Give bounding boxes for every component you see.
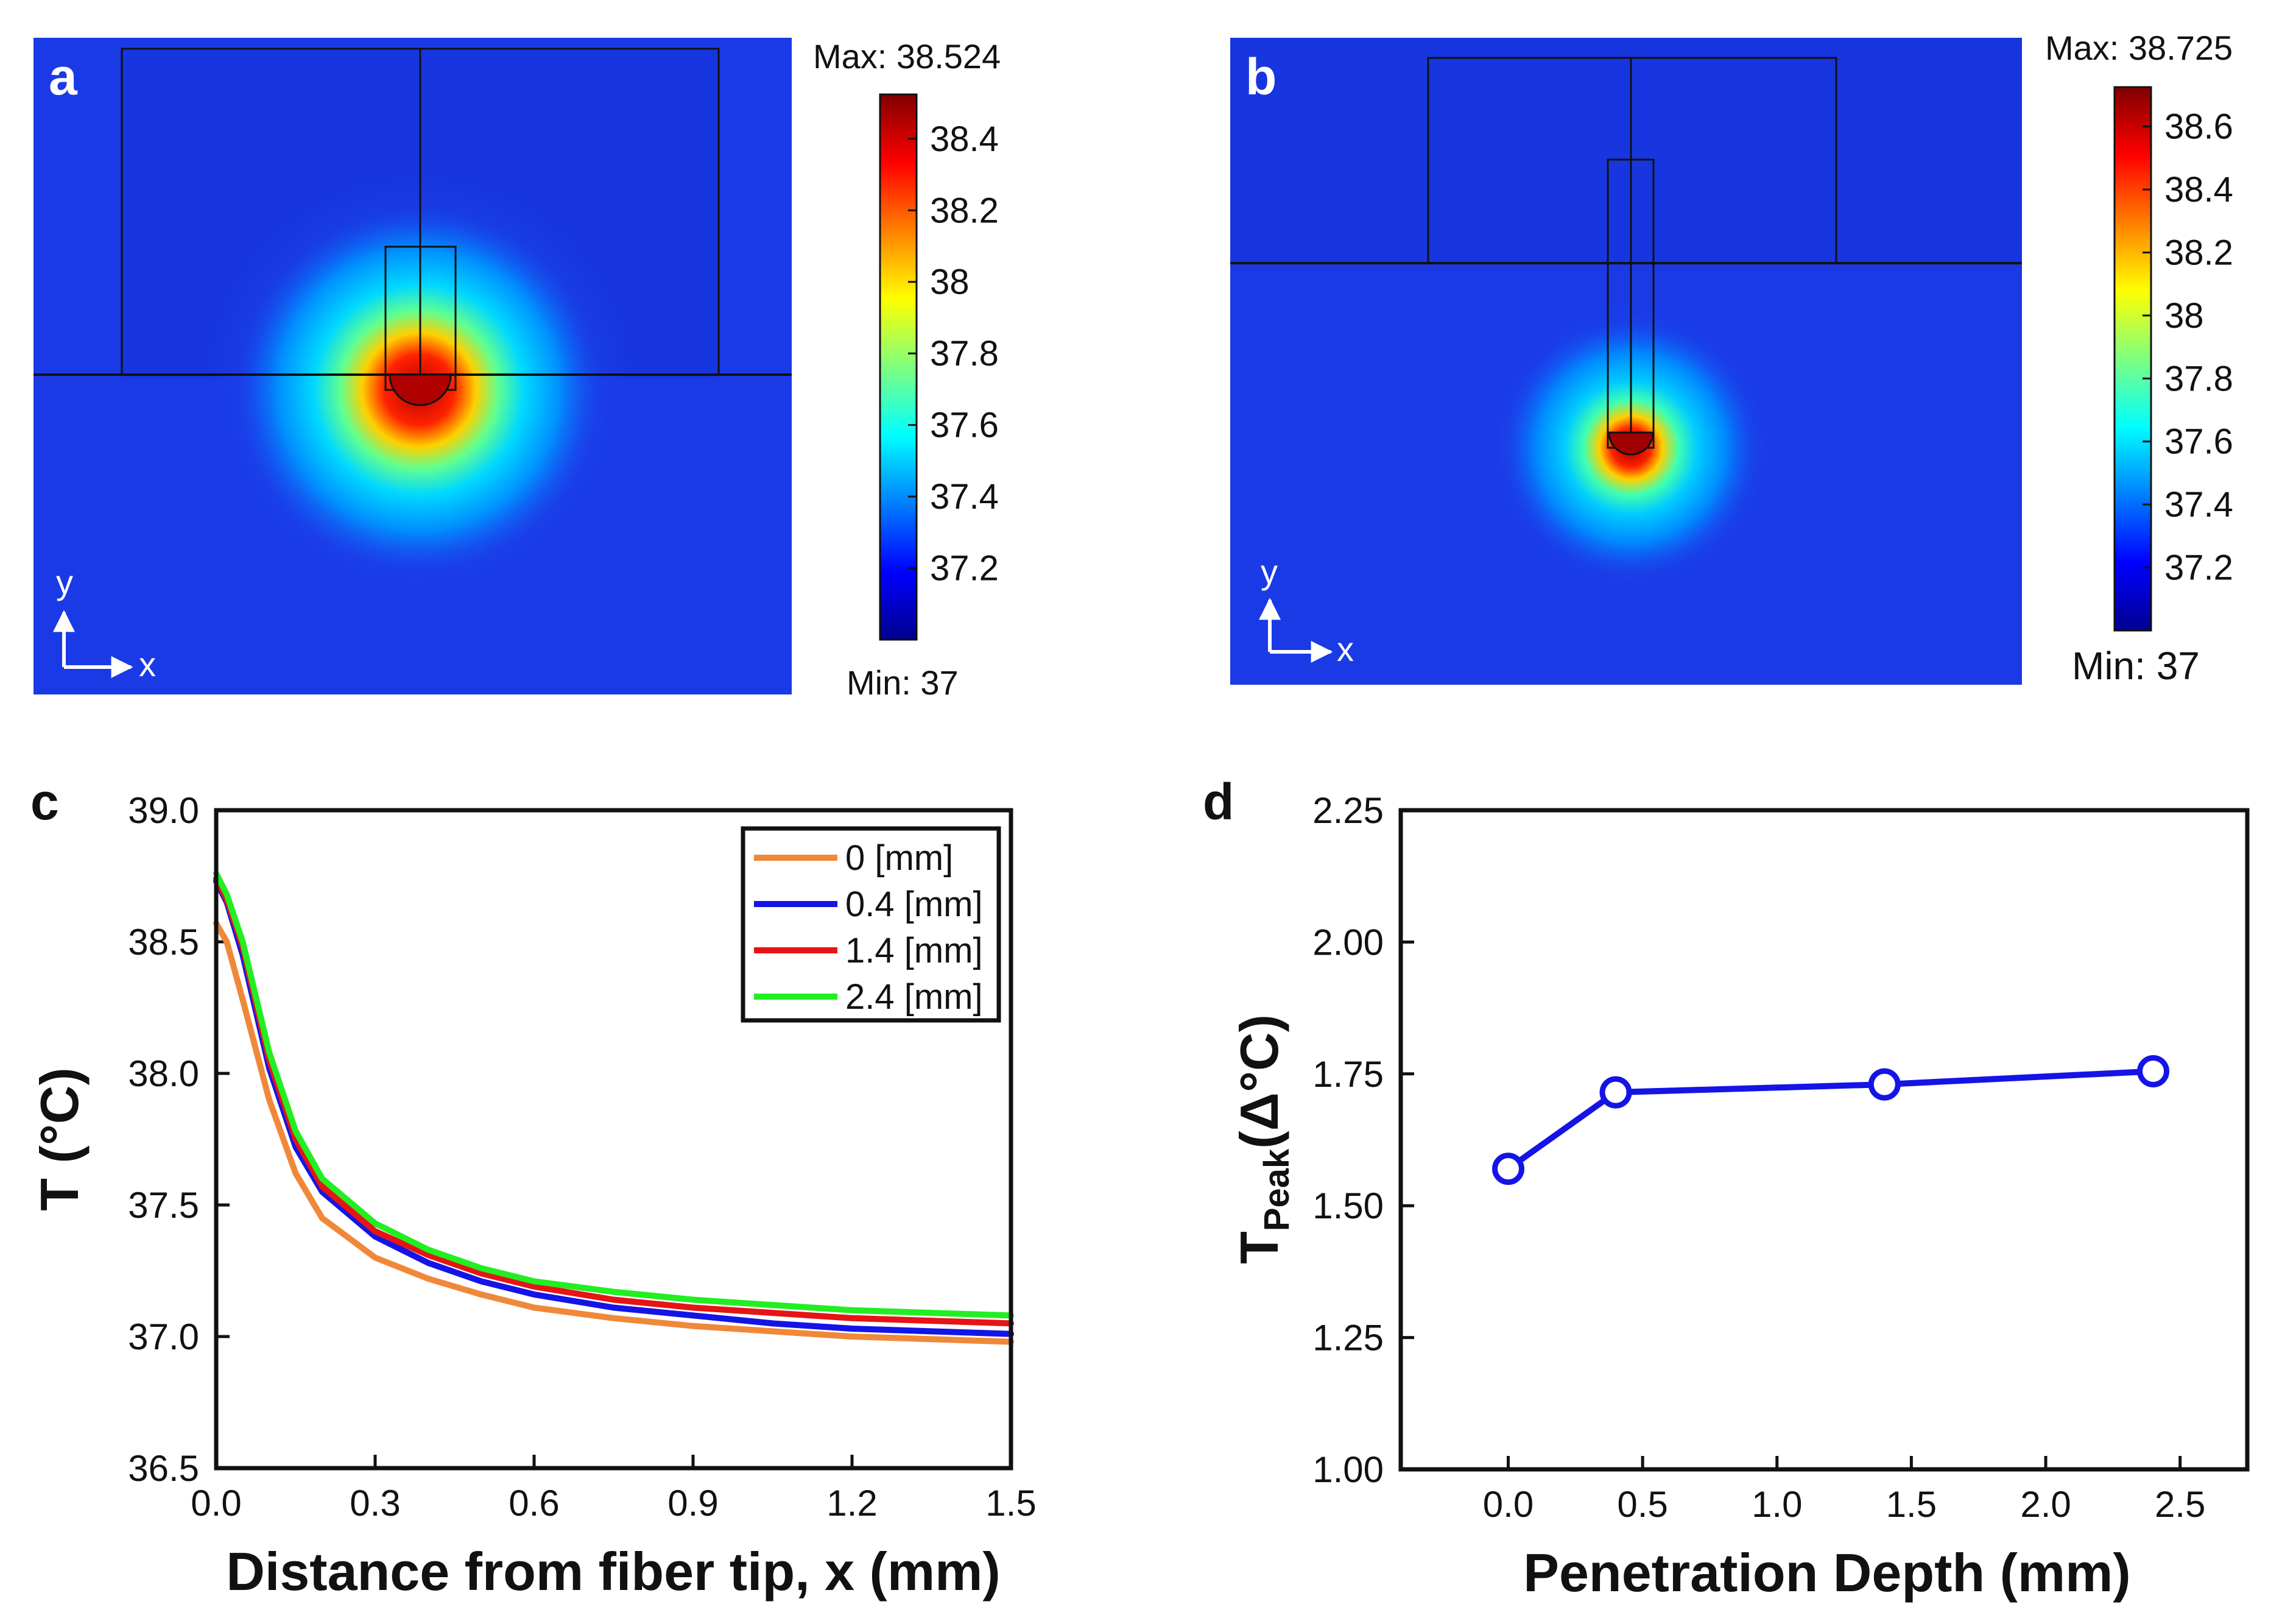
chart-d-ticks: 0.0 0.5 1.0 1.5 2.0 2.5 1.00 1.25 1.50 1.75 2.00 2.…: [1312, 790, 2205, 1525]
panel-label-b: b: [1245, 48, 1277, 105]
chart-d-xtick-label: 2.5: [2155, 1484, 2205, 1525]
colorbar-a-tick-label: 38.4: [930, 119, 999, 159]
chart-d-xtick-label: 1.0: [1752, 1484, 1802, 1525]
chart-d-ylabel-unit: (Δ°C): [1229, 1014, 1289, 1149]
legend-label: 1.4 [mm]: [845, 931, 983, 970]
data-point: [2137, 1055, 2170, 1087]
chart-c-ytick-label: 39.0: [128, 790, 199, 831]
colorbar-min-b: Min: 37: [2072, 644, 2200, 688]
chart-d-xtick-label: 0.5: [1617, 1484, 1667, 1525]
data-point: [1868, 1068, 1901, 1101]
legend-label: 0.4 [mm]: [845, 885, 983, 924]
chart-c-xlabel: Distance from fiber tip, x (mm): [226, 1541, 1000, 1602]
chart-c-xtick-label: 0.0: [191, 1483, 241, 1524]
axis-label-x-a: x: [139, 645, 156, 684]
chart-d-ytick-label: 2.25: [1312, 790, 1384, 831]
chart-d-ytick-label: 1.25: [1312, 1318, 1384, 1358]
series-line-T-Peak: [1505, 1068, 2157, 1172]
colorbar-max-a: Max: 38.524: [813, 37, 1001, 76]
colorbar-b-tick-label: 37.2: [2164, 548, 2233, 588]
chart-d-ytick-label: 2.00: [1312, 922, 1384, 963]
panel-b: b y x Max: 38.725 38.6 38.4 38.2 38 37.8 37.6…: [1230, 29, 2233, 688]
panel-c: c 0.0 0.3 0.6 0.9 1.2 1.5 36.5 37.0 37.5 38.0 38.5…: [29, 773, 1037, 1602]
colorbar-max-b: Max: 38.725: [2045, 29, 2233, 67]
chart-d-xtick-label: 0.0: [1483, 1484, 1534, 1525]
chart-d-ylabel-sub: Peak: [1257, 1148, 1297, 1231]
heatmap-b-tissue-box: [1427, 57, 1837, 264]
colorbar-a-tick-label: 37.6: [930, 406, 999, 445]
axis-label-x-b: x: [1337, 630, 1354, 668]
legend-label: 0 [mm]: [845, 838, 953, 878]
colorbar-b-tick-label: 38: [2164, 296, 2204, 336]
chart-c-lines: [213, 870, 1014, 1345]
chart-d-ytick-label: 1.00: [1312, 1449, 1384, 1490]
chart-c-ytick-label: 38.5: [128, 922, 199, 963]
colorbar-a-tick-label: 37.2: [930, 549, 999, 588]
panel-d: d 0.0 0.5 1.0 1.5 2.0 2.5 1.00 1.25 1.50 1.75 2.00…: [1203, 773, 2250, 1603]
colorbar-a-tick-label: 38: [930, 263, 970, 302]
legend-label: 2.4 [mm]: [845, 977, 983, 1017]
chart-d-xtick-label: 1.5: [1886, 1484, 1937, 1525]
colorbar-b-tick-label: 37.8: [2164, 359, 2233, 398]
chart-d-ylabel: TPeak(Δ°C): [1229, 1014, 1297, 1264]
colorbar-b-tick-label: 38.6: [2164, 107, 2233, 147]
chart-d-lines: [1492, 1055, 2170, 1185]
colorbar-b: [2113, 86, 2152, 632]
heatmap-a-fiber-tip: [389, 373, 452, 406]
panel-a: a y x Max: 38.524 38.4 38.2 38 37.8 37.6 37.4…: [33, 37, 1001, 702]
colorbar-a-tick-label: 37.4: [930, 477, 999, 517]
chart-d-frame: [1398, 808, 2250, 1472]
series-line-2.4-mm-: [213, 870, 1014, 1319]
colorbar-b-tick-label: 37.6: [2164, 422, 2233, 462]
heatmap-b-upper-region: [1230, 38, 2022, 264]
chart-c-ytick-label: 37.5: [128, 1185, 199, 1226]
chart-d-xtick-label: 2.0: [2020, 1484, 2071, 1525]
data-point: [1599, 1076, 1632, 1109]
panel-label-c: c: [30, 773, 59, 830]
chart-d-xlabel: Penetration Depth (mm): [1523, 1542, 2130, 1603]
series-line-0-mm-: [213, 920, 1014, 1345]
colorbar-a-ticks: 38.4 38.2 38 37.8 37.6 37.4 37.2: [908, 119, 999, 588]
chart-d-ytick-label: 1.75: [1312, 1054, 1384, 1095]
colorbar-b-ticks: 38.6 38.4 38.2 38 37.8 37.6 37.4 37.2: [2143, 107, 2233, 588]
axis-label-y-b: y: [1261, 553, 1278, 591]
chart-d-ytick-label: 1.50: [1312, 1185, 1384, 1226]
chart-c-xtick-label: 0.3: [350, 1483, 400, 1524]
chart-c-ytick-label: 37.0: [128, 1316, 199, 1357]
chart-c-frame: [214, 808, 1013, 1471]
colorbar-b-tick-label: 38.4: [2164, 170, 2233, 210]
chart-c-xtick-label: 1.5: [985, 1483, 1036, 1524]
chart-c-ytick-label: 36.5: [128, 1448, 199, 1489]
panel-label-d: d: [1203, 773, 1234, 830]
chart-c-ylabel: T (°C): [29, 1067, 90, 1211]
chart-c-ticks: 0.0 0.3 0.6 0.9 1.2 1.5 36.5 37.0 37.5 38.0 38.5 39…: [128, 790, 1036, 1524]
axis-label-y-a: y: [56, 563, 73, 601]
heatmap-b-fiber-tip: [1608, 431, 1654, 456]
chart-c-ytick-label: 38.0: [128, 1053, 199, 1094]
colorbar-a-tick-label: 38.2: [930, 191, 999, 230]
colorbar-min-a: Min: 37: [847, 663, 959, 702]
colorbar-b-tick-label: 37.4: [2164, 485, 2233, 525]
colorbar-a: [879, 93, 918, 641]
panel-label-a: a: [49, 48, 78, 105]
colorbar-b-tick-label: 38.2: [2164, 233, 2233, 272]
chart-c-xtick-label: 0.9: [667, 1483, 718, 1524]
data-point: [1492, 1153, 1525, 1185]
chart-c-xtick-label: 0.6: [509, 1483, 559, 1524]
chart-c-xtick-label: 1.2: [826, 1483, 877, 1524]
chart-d-ylabel-main: T: [1229, 1231, 1289, 1264]
chart-c-legend: 0 [mm] 0.4 [mm] 1.4 [mm] 2.4 [mm]: [741, 826, 1001, 1023]
colorbar-a-tick-label: 37.8: [930, 334, 999, 373]
